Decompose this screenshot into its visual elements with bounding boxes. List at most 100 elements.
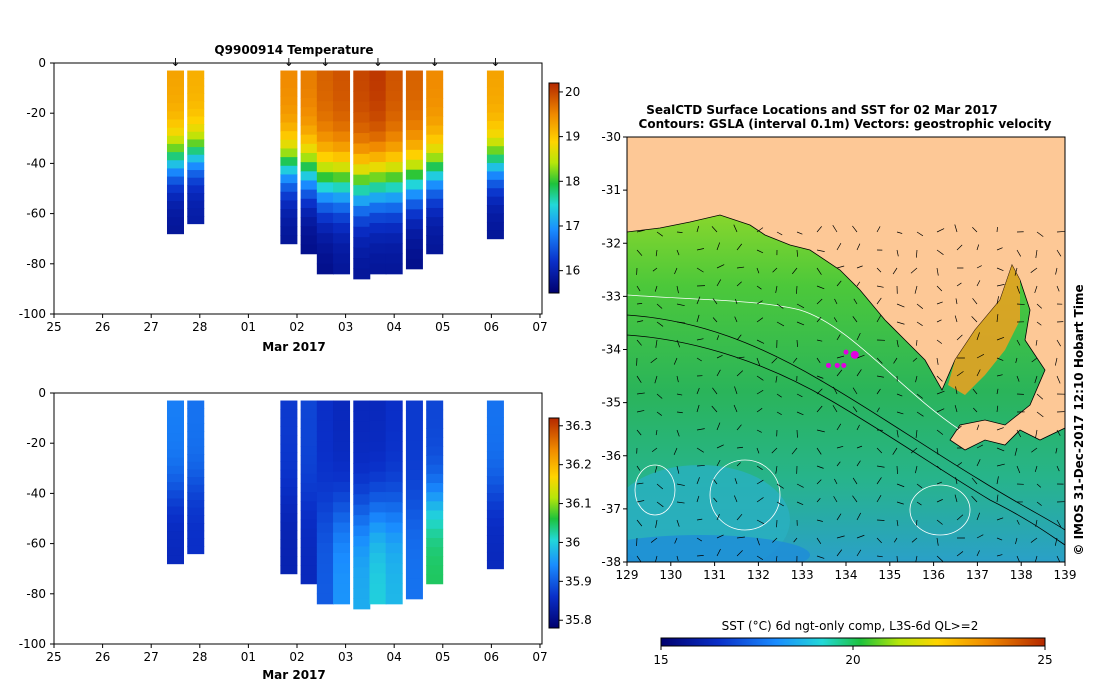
profile-cell: [405, 450, 423, 461]
velocity-vector: [1055, 267, 1058, 275]
profile-cell: [486, 137, 504, 147]
profile-cell: [166, 441, 184, 450]
profile-cell: [353, 431, 371, 443]
profile-cell: [426, 565, 444, 576]
velocity-vector: [716, 264, 725, 269]
velocity-vector: [856, 424, 860, 431]
profile-cell: [187, 415, 205, 424]
velocity-vector: [1036, 231, 1044, 237]
profile-cell: [405, 139, 423, 151]
velocity-vector: [696, 555, 704, 557]
velocity-vector: [776, 501, 784, 507]
profile-cell: [333, 522, 351, 534]
profile-cell: [300, 482, 318, 493]
ctd-location-dot: [834, 362, 840, 368]
profile-cell: [385, 522, 403, 534]
profile-cell: [353, 122, 371, 134]
profile-cell: [353, 556, 371, 568]
lat-tick-label: -32: [601, 236, 621, 250]
x-tick-label: 07: [532, 320, 547, 334]
velocity-vector: [775, 285, 778, 293]
velocity-vector: [756, 357, 761, 366]
profile-cell: [316, 162, 334, 173]
velocity-vector: [796, 303, 805, 309]
profile-cell: [426, 537, 444, 548]
profile-cell: [385, 151, 403, 163]
profile-cell: [166, 103, 184, 112]
profile-cell: [333, 70, 351, 82]
x-tick-label: 07: [532, 650, 547, 664]
velocity-vector: [696, 267, 704, 273]
velocity-vector: [816, 555, 825, 559]
profile-cell: [333, 101, 351, 112]
velocity-vector: [696, 387, 700, 395]
profile-cell: [405, 229, 423, 240]
velocity-vector: [636, 285, 641, 292]
velocity-vector: [756, 300, 763, 305]
velocity-vector: [836, 423, 842, 431]
velocity-vector: [856, 369, 862, 377]
velocity-vector: [711, 405, 718, 413]
profile-cell: [166, 192, 184, 202]
velocity-vector: [656, 231, 663, 237]
velocity-vector: [996, 476, 999, 485]
profile-cell: [280, 139, 298, 149]
velocity-vector: [1030, 267, 1038, 273]
profile-cell: [166, 111, 184, 120]
profile-cell: [316, 512, 334, 524]
velocity-vector: [876, 477, 882, 485]
profile-cell: [486, 70, 504, 80]
velocity-vector: [656, 501, 664, 508]
profile-cell: [369, 461, 387, 473]
velocity-vector: [816, 249, 825, 252]
velocity-vector: [776, 231, 783, 236]
profile-cell: [187, 93, 205, 102]
map-gsla-contour-2: [709, 459, 781, 531]
velocity-vector: [796, 483, 804, 488]
profile-cell: [385, 223, 403, 234]
velocity-vector: [734, 478, 738, 485]
profile-cell: [187, 185, 205, 194]
velocity-vector: [636, 519, 643, 527]
profile-cell: [187, 124, 205, 133]
profile-cell: [353, 112, 371, 124]
profile-cell: [316, 233, 334, 244]
velocity-vector: [676, 285, 679, 294]
profile-cell: [300, 88, 318, 99]
velocity-vector: [876, 297, 882, 305]
profile-cell: [166, 209, 184, 218]
velocity-vector: [816, 316, 822, 323]
velocity-vector: [674, 537, 678, 544]
profile-cell: [316, 202, 334, 214]
velocity-vector: [915, 519, 918, 526]
profile-cell: [300, 537, 318, 548]
profile-cell: [187, 461, 205, 470]
velocity-vector: [816, 465, 824, 469]
profile-cell: [316, 502, 334, 513]
velocity-vector: [852, 225, 858, 233]
y-tick-label: -20: [26, 106, 46, 120]
velocity-vector: [1036, 321, 1042, 326]
profile-cell: [353, 577, 371, 589]
profile-cell: [369, 522, 387, 534]
profile-cell: [316, 573, 334, 585]
profile-cell: [187, 408, 205, 417]
velocity-vector: [696, 537, 703, 542]
x-tick-label: 03: [338, 320, 353, 334]
profile-cell: [316, 410, 334, 422]
profile-cell: [405, 149, 423, 161]
velocity-vector: [971, 316, 978, 323]
velocity-vector: [676, 393, 683, 396]
profile-cell: [486, 518, 504, 528]
profile-cell: [187, 469, 205, 478]
profile-cell: [405, 569, 423, 580]
velocity-vector: [816, 267, 822, 275]
velocity-vector: [996, 388, 999, 395]
profile-cell: [486, 535, 504, 544]
profile-cell: [486, 78, 504, 88]
velocity-vector: [796, 501, 804, 506]
profile-cell: [385, 70, 403, 82]
velocity-vector: [636, 555, 642, 562]
velocity-vector: [736, 356, 745, 359]
profile-cell: [426, 207, 444, 218]
